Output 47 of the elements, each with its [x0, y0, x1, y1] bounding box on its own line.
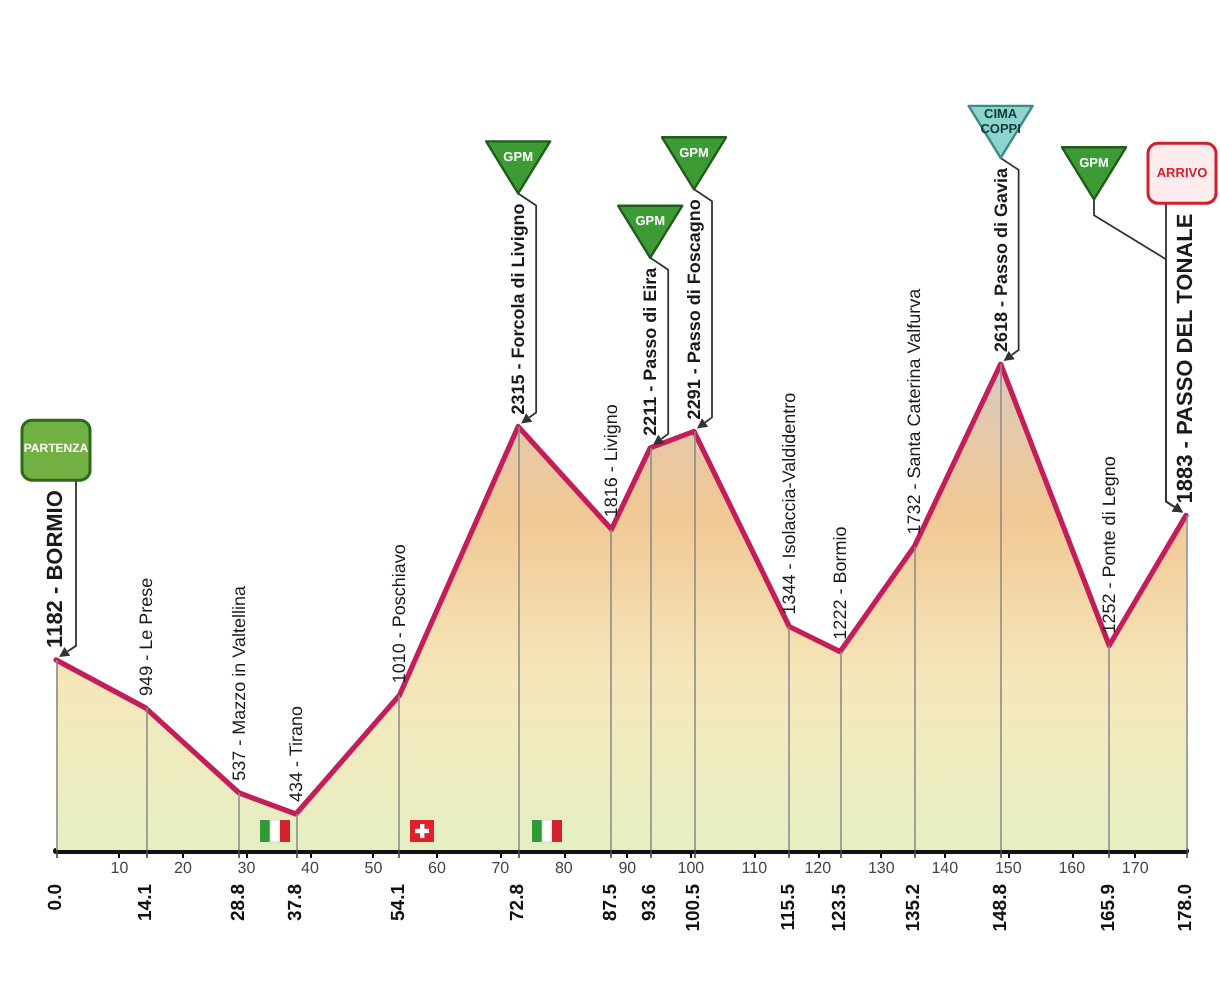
- data-label: 2315 - Forcola di Livigno: [508, 202, 529, 415]
- x2-tick-label: 110: [741, 859, 769, 877]
- x-tick-label: 14.1: [134, 882, 157, 921]
- x2-tick-label: 80: [554, 859, 574, 877]
- x-tick-label: 165.9: [1098, 884, 1121, 932]
- x-tick-label: 87.5: [600, 882, 623, 921]
- x2-tick-label: 20: [174, 859, 193, 877]
- data-label: 1344 - Isolaccia-Valdidentro: [779, 392, 800, 615]
- data-label: 1010 - Poschiavo: [389, 544, 410, 684]
- x2-tick-label: 130: [867, 859, 896, 877]
- x-tick-label: 0.0: [45, 884, 67, 911]
- x-tick-label: 93.6: [639, 884, 662, 921]
- data-label: 949 - Le Prese: [135, 577, 156, 696]
- x-tick-label: 28.8: [227, 884, 250, 921]
- data-label: 1732 - Santa Caterina Valfurva: [904, 288, 925, 535]
- data-label: 1252 - Ponte di Legno: [1099, 456, 1120, 634]
- x2-tick-label: 90: [618, 859, 638, 877]
- x2-tick-label: 30: [237, 859, 257, 877]
- x2-tick-label: 160: [1058, 859, 1087, 877]
- data-label: 1182 - BORMIO: [44, 489, 68, 648]
- x-tick-label: 148.8: [989, 884, 1012, 932]
- x2-tick-label: 100: [677, 859, 706, 877]
- x-tick-label: 37.8: [284, 884, 307, 921]
- x-tick-label: 115.5: [778, 882, 801, 931]
- data-label: 1816 - Livigno: [601, 404, 622, 518]
- x2-tick-label: 150: [994, 859, 1023, 877]
- x-tick-label: 100.5: [683, 882, 706, 932]
- data-label: 1883 - PASSO DEL TONALE: [1174, 213, 1198, 504]
- x2-tick-label: 170: [1121, 859, 1150, 877]
- x-tick-label: 135.2: [903, 884, 926, 932]
- data-label: 2211 - Passo di Eira: [640, 265, 661, 436]
- data-label: 2618 - Passo di Gavia: [990, 165, 1011, 352]
- x2-tick-label: 120: [804, 859, 833, 877]
- data-label: 434 - Tirano: [285, 705, 306, 802]
- data-label: 2291 - Passo di Foscagno: [684, 198, 705, 420]
- x-tick-label: 178.0: [1175, 884, 1197, 932]
- x2-tick-label: 40: [301, 859, 320, 877]
- x2-tick-label: 50: [364, 859, 384, 877]
- x2-tick-label: 60: [427, 859, 447, 877]
- x-tick-label: 72.8: [507, 884, 530, 921]
- x2-tick-label: 70: [491, 859, 511, 877]
- data-label: 1222 - Bormio: [830, 526, 851, 640]
- data-label: 537 - Mazzo in Valtellina: [228, 586, 249, 781]
- x-tick-label: 123.5: [829, 882, 852, 932]
- x2-tick-label: 10: [110, 859, 130, 877]
- x-tick-label: 54.1: [388, 882, 411, 921]
- x2-tick-label: 140: [931, 859, 960, 877]
